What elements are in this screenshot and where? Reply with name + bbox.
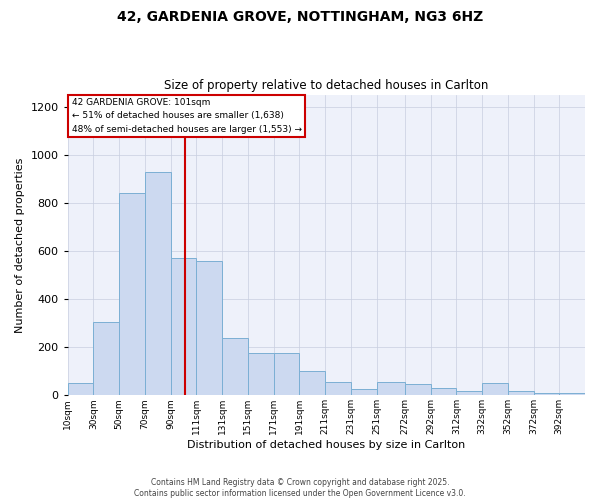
Bar — [248, 353, 274, 396]
Bar — [377, 382, 405, 396]
Bar — [351, 390, 377, 396]
Bar — [405, 384, 431, 396]
Bar — [119, 193, 145, 396]
Bar — [299, 371, 325, 396]
Text: 42, GARDENIA GROVE, NOTTINGHAM, NG3 6HZ: 42, GARDENIA GROVE, NOTTINGHAM, NG3 6HZ — [117, 10, 483, 24]
Y-axis label: Number of detached properties: Number of detached properties — [15, 157, 25, 332]
Text: 42 GARDENIA GROVE: 101sqm
← 51% of detached houses are smaller (1,638)
48% of se: 42 GARDENIA GROVE: 101sqm ← 51% of detac… — [71, 98, 302, 134]
Bar — [222, 338, 248, 396]
Bar — [170, 258, 196, 396]
Bar — [431, 388, 457, 396]
Title: Size of property relative to detached houses in Carlton: Size of property relative to detached ho… — [164, 79, 488, 92]
Bar — [68, 384, 94, 396]
Bar — [196, 260, 222, 396]
Bar — [457, 391, 482, 396]
Text: Contains HM Land Registry data © Crown copyright and database right 2025.
Contai: Contains HM Land Registry data © Crown c… — [134, 478, 466, 498]
X-axis label: Distribution of detached houses by size in Carlton: Distribution of detached houses by size … — [187, 440, 466, 450]
Bar — [508, 391, 533, 396]
Bar — [145, 172, 170, 396]
Bar — [482, 384, 508, 396]
Bar — [274, 353, 299, 396]
Bar — [94, 322, 119, 396]
Bar — [533, 393, 559, 396]
Bar — [559, 393, 585, 396]
Bar — [325, 382, 351, 396]
